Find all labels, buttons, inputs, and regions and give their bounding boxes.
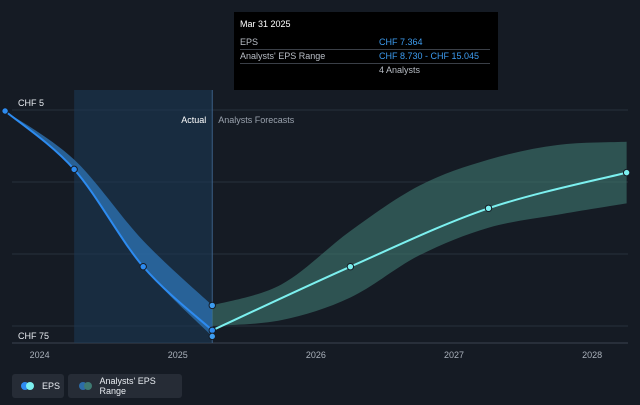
legend-item-eps[interactable]: EPS (12, 374, 64, 398)
forecast-eps-line (211, 171, 627, 332)
forecast-eps-point (346, 262, 355, 271)
actual-eps-point (1, 107, 9, 115)
actual-eps-point (139, 262, 147, 271)
tooltip-label-eps: EPS (240, 37, 259, 47)
forecast-range-band (212, 141, 627, 326)
actual-range-band (5, 111, 213, 337)
range-high-point (208, 301, 216, 310)
legend-item-eps-range[interactable]: Analysts' EPS Range (68, 374, 182, 398)
actual-label: Actual (181, 115, 206, 125)
actual-eps-point (70, 165, 78, 174)
actual-eps-line (4, 110, 213, 332)
tooltip: Mar 31 2025 EPS CHF 7.364 Analysts' EPS … (234, 12, 498, 90)
eps-range-legend-icon (79, 382, 94, 390)
actual-eps-point (208, 326, 216, 335)
tooltip-value-range: CHF 8.730 - CHF 15.045 (379, 51, 480, 61)
tooltip-label-range: Analysts' EPS Range (240, 51, 326, 61)
forecasts-label: Analysts Forecasts (218, 115, 295, 125)
legend-label-eps-range: Analysts' EPS Range (99, 376, 156, 396)
forecast-eps-point (622, 168, 631, 177)
forecast-eps-point (484, 204, 493, 212)
x-tick-label: 2025 (168, 350, 188, 360)
tooltip-date: Mar 31 2025 (240, 19, 291, 29)
y-tick-label: CHF 75 (18, 331, 49, 341)
x-tick-label: 2024 (30, 350, 50, 360)
tooltip-label-analysts (240, 64, 379, 77)
tooltip-row-analysts: 4 Analysts (240, 64, 490, 77)
tooltip-row-eps: EPS CHF 7.364 (240, 36, 490, 50)
tooltip-value-analysts: 4 Analysts (379, 65, 421, 75)
x-tick-label: 2027 (444, 350, 464, 360)
y-tick-label: CHF 5 (18, 98, 44, 108)
tooltip-value-eps: CHF 7.364 (379, 37, 423, 47)
x-tick-label: 2028 (582, 350, 602, 360)
eps-legend-icon (21, 382, 36, 390)
x-tick-label: 2026 (306, 350, 326, 360)
tooltip-row-range: Analysts' EPS Range CHF 8.730 - CHF 15.0… (240, 50, 490, 64)
eps-chart: 2024 2025 2026 2027 2028 CHF 5 CHF 75 Actual An… (1, 90, 631, 360)
legend-label-eps: EPS (42, 381, 61, 391)
range-low-point (208, 332, 216, 341)
